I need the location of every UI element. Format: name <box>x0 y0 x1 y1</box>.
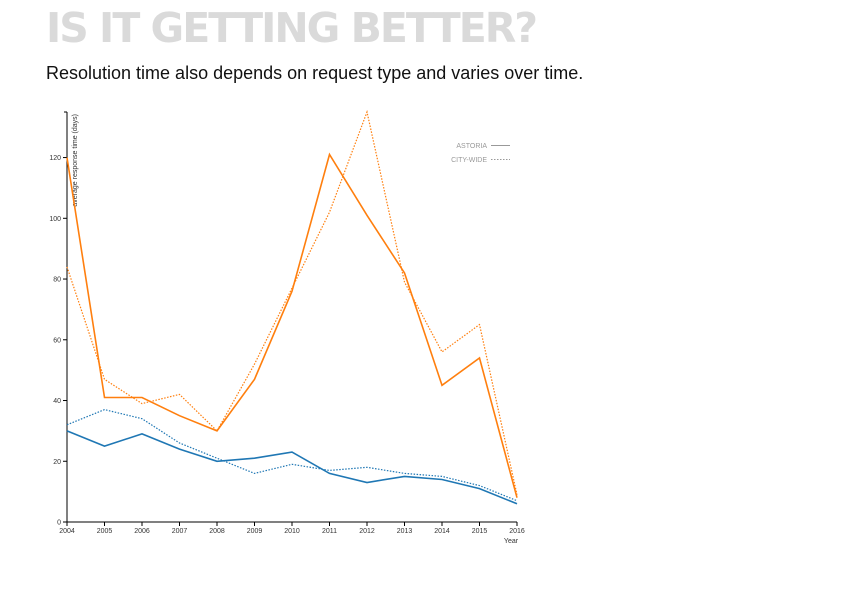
x-tick-label: 2016 <box>509 528 525 535</box>
x-tick-label: 2012 <box>359 528 375 535</box>
x-tick-label: 2014 <box>434 528 450 535</box>
legend-label-city-wide: CITY-WIDE <box>451 157 487 164</box>
series-line-astoria-orange-solid <box>66 152 518 498</box>
x-tick-label: 2015 <box>472 528 488 535</box>
x-tick-label: 2008 <box>209 528 225 535</box>
x-tick-label: 2013 <box>397 528 413 535</box>
y-axis-label: average response time (days) <box>72 114 79 207</box>
legend-label-astoria: ASTORIA <box>456 143 487 150</box>
x-tick-label: 2009 <box>247 528 263 535</box>
page-subtitle: Resolution time also depends on request … <box>46 63 584 83</box>
x-tick-label: 2010 <box>284 528 300 535</box>
x-axis-label: Year <box>504 538 519 545</box>
series-line-astoria-blue-solid <box>66 430 518 505</box>
y-tick-label: 60 <box>53 337 61 344</box>
y-tick-label: 0 <box>57 520 61 527</box>
y-tick-label: 20 <box>53 459 61 466</box>
x-tick-label: 2011 <box>322 528 337 535</box>
x-tick-label: 2005 <box>97 528 113 535</box>
y-tick-label: 100 <box>49 216 61 223</box>
series-line-city-wide-orange-dotted <box>66 109 518 495</box>
page-title: IS IT GETTING BETTER? <box>46 4 538 52</box>
x-tick-label: 2007 <box>172 528 188 535</box>
series-line-city-wide-blue-dotted <box>66 408 518 502</box>
y-tick-label: 40 <box>53 398 61 405</box>
x-tick-label: 2004 <box>59 528 75 535</box>
y-tick-label: 80 <box>53 277 61 284</box>
y-tick-label: 120 <box>49 155 61 162</box>
x-tick-label: 2006 <box>134 528 150 535</box>
